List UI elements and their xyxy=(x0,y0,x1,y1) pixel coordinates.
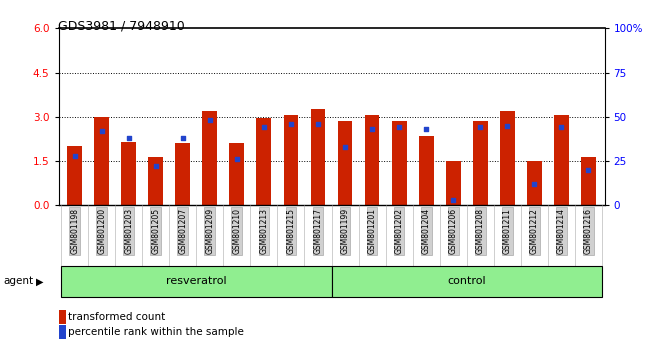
Bar xyxy=(283,115,298,205)
Text: GSM801206: GSM801206 xyxy=(448,208,458,255)
Point xyxy=(583,167,593,173)
Bar xyxy=(526,161,541,205)
Bar xyxy=(68,146,82,205)
Text: GSM801210: GSM801210 xyxy=(233,208,241,254)
Text: GSM801202: GSM801202 xyxy=(395,208,404,254)
Point xyxy=(448,197,458,203)
Bar xyxy=(581,156,595,205)
Text: GSM801214: GSM801214 xyxy=(557,208,566,254)
Bar xyxy=(229,143,244,205)
Text: resveratrol: resveratrol xyxy=(166,276,227,286)
Text: agent: agent xyxy=(3,276,33,286)
Text: GSM801217: GSM801217 xyxy=(313,208,322,254)
Point xyxy=(556,125,566,130)
Text: GSM801211: GSM801211 xyxy=(502,208,512,254)
Bar xyxy=(332,266,602,297)
Text: GSM801201: GSM801201 xyxy=(367,208,376,254)
Bar xyxy=(554,115,569,205)
Bar xyxy=(365,115,380,205)
Point xyxy=(124,135,134,141)
Text: control: control xyxy=(447,276,486,286)
Point xyxy=(340,144,350,150)
Text: ▶: ▶ xyxy=(36,276,44,286)
Point xyxy=(259,125,269,130)
Point xyxy=(475,125,486,130)
Text: percentile rank within the sample: percentile rank within the sample xyxy=(68,327,244,337)
Text: GSM801208: GSM801208 xyxy=(476,208,485,254)
Text: GSM801209: GSM801209 xyxy=(205,208,214,255)
Point xyxy=(70,153,80,159)
Point xyxy=(394,125,404,130)
Text: GSM801198: GSM801198 xyxy=(70,208,79,254)
Text: transformed count: transformed count xyxy=(68,312,166,322)
Text: GSM801213: GSM801213 xyxy=(259,208,268,254)
Point xyxy=(529,181,539,187)
Point xyxy=(421,126,432,132)
Bar xyxy=(419,136,434,205)
Bar xyxy=(61,266,332,297)
Point xyxy=(313,121,323,127)
Text: GSM801216: GSM801216 xyxy=(584,208,593,254)
Point xyxy=(286,121,296,127)
Bar xyxy=(337,121,352,205)
Text: GSM801215: GSM801215 xyxy=(287,208,296,254)
Bar xyxy=(473,121,488,205)
Point xyxy=(151,164,161,169)
Text: GSM801200: GSM801200 xyxy=(98,208,106,255)
Text: GSM801203: GSM801203 xyxy=(124,208,133,255)
Bar xyxy=(176,143,190,205)
Bar xyxy=(122,142,136,205)
Point xyxy=(205,118,215,123)
Point xyxy=(367,126,377,132)
Bar xyxy=(500,111,515,205)
Point xyxy=(502,123,512,129)
Point xyxy=(231,156,242,162)
Bar xyxy=(202,111,217,205)
Text: GSM801199: GSM801199 xyxy=(341,208,350,255)
Bar xyxy=(392,121,406,205)
Text: GSM801204: GSM801204 xyxy=(422,208,430,255)
Bar xyxy=(94,117,109,205)
Point xyxy=(97,128,107,134)
Bar xyxy=(257,118,271,205)
Text: GSM801212: GSM801212 xyxy=(530,208,539,254)
Text: GDS3981 / 7948910: GDS3981 / 7948910 xyxy=(58,19,185,33)
Point xyxy=(177,135,188,141)
Bar xyxy=(148,156,163,205)
Text: GSM801207: GSM801207 xyxy=(178,208,187,255)
Bar xyxy=(311,109,326,205)
Bar xyxy=(446,161,461,205)
Text: GSM801205: GSM801205 xyxy=(151,208,161,255)
